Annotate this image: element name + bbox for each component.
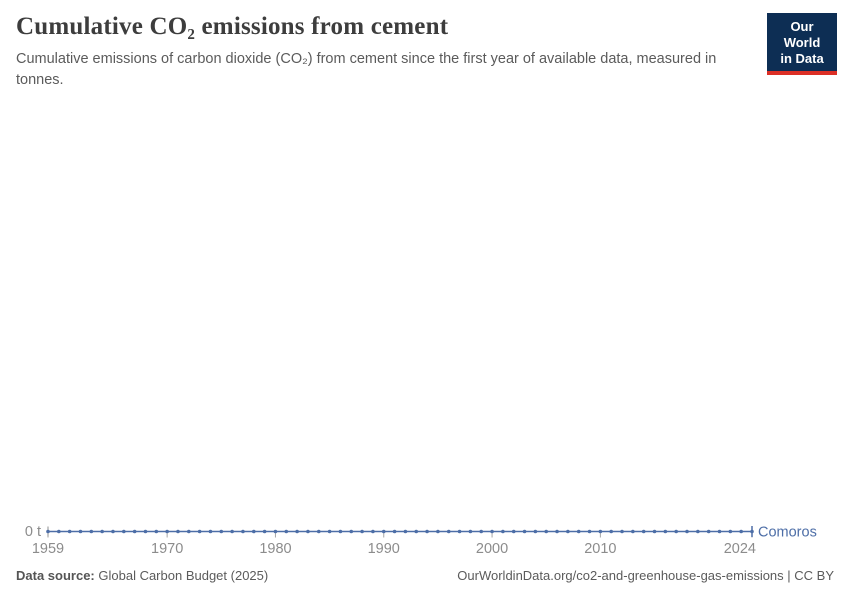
data-point[interactable]	[414, 529, 419, 534]
data-point[interactable]	[631, 529, 635, 534]
owid-logo-line1: Our World	[783, 19, 821, 50]
x-tick-label: 1990	[368, 541, 400, 557]
x-tick-label: 1970	[151, 541, 183, 557]
data-point[interactable]	[251, 529, 256, 534]
data-point[interactable]	[446, 529, 451, 534]
data-point[interactable]	[360, 529, 364, 534]
chart-footer: Data source: Global Carbon Budget (2025)…	[16, 567, 834, 585]
data-point[interactable]	[371, 529, 375, 534]
data-point[interactable]	[197, 529, 202, 534]
data-point[interactable]	[425, 529, 429, 534]
chart-subtitle: Cumulative emissions of carbon dioxide (…	[16, 51, 717, 88]
data-point[interactable]	[566, 529, 570, 534]
data-point[interactable]	[176, 529, 180, 534]
license-note[interactable]: OurWorldinData.org/co2-and-greenhouse-ga…	[457, 568, 834, 583]
data-point[interactable]	[78, 529, 83, 534]
data-point[interactable]	[696, 529, 700, 534]
x-tick-label: 2024	[724, 541, 756, 557]
data-point[interactable]	[511, 529, 516, 534]
data-source: Data source: Global Carbon Budget (2025)	[16, 567, 268, 585]
data-point[interactable]	[501, 529, 505, 534]
x-tick-label: 1980	[259, 541, 291, 557]
data-point[interactable]	[165, 529, 169, 534]
data-point[interactable]	[241, 529, 245, 534]
data-point[interactable]	[490, 529, 494, 534]
data-point[interactable]	[187, 529, 191, 534]
data-point[interactable]	[327, 529, 332, 534]
data-point[interactable]	[555, 529, 559, 534]
data-point[interactable]	[46, 529, 50, 534]
data-point[interactable]	[533, 529, 538, 534]
data-point[interactable]	[89, 529, 94, 534]
data-source-value: Global Carbon Budget (2025)	[98, 568, 269, 583]
data-point[interactable]	[468, 529, 473, 534]
data-point[interactable]	[641, 529, 646, 534]
data-point[interactable]	[67, 529, 72, 534]
data-source-label: Data source:	[16, 568, 95, 583]
data-point[interactable]	[728, 529, 733, 534]
data-point[interactable]	[457, 529, 462, 534]
data-point[interactable]	[674, 529, 678, 534]
data-point[interactable]	[739, 529, 743, 534]
x-tick-label: 2000	[476, 541, 508, 557]
x-tick-label: 2010	[584, 541, 616, 557]
data-point[interactable]	[100, 529, 104, 534]
data-point[interactable]	[598, 529, 603, 534]
data-point[interactable]	[338, 529, 343, 534]
data-point[interactable]	[587, 529, 592, 534]
data-point[interactable]	[609, 529, 613, 534]
owid-logo-line2: in Data	[780, 51, 824, 66]
data-point[interactable]	[306, 529, 310, 534]
data-point[interactable]	[706, 529, 711, 534]
data-point[interactable]	[111, 529, 115, 534]
data-point[interactable]	[262, 529, 267, 534]
data-point[interactable]	[381, 529, 386, 534]
data-point[interactable]	[230, 529, 234, 534]
data-point[interactable]	[522, 529, 527, 534]
data-point[interactable]	[154, 529, 159, 534]
data-point[interactable]	[132, 529, 137, 534]
x-tick-label: 1959	[32, 541, 64, 557]
owid-logo[interactable]: Our World in Data	[767, 13, 837, 75]
data-point[interactable]	[143, 529, 148, 534]
data-point[interactable]	[122, 529, 126, 534]
data-point[interactable]	[316, 529, 321, 534]
data-point[interactable]	[544, 529, 549, 534]
data-point[interactable]	[57, 529, 61, 534]
data-point[interactable]	[284, 529, 289, 534]
y-axis-zero-label: 0 t	[25, 524, 41, 540]
data-point[interactable]	[403, 529, 408, 534]
data-point[interactable]	[392, 529, 397, 534]
data-point[interactable]	[436, 529, 440, 534]
data-point[interactable]	[295, 529, 299, 534]
data-point[interactable]	[576, 529, 581, 534]
data-point[interactable]	[208, 529, 213, 534]
data-point[interactable]	[219, 529, 224, 534]
data-point[interactable]	[685, 529, 689, 534]
series-entity-label[interactable]: Comoros	[758, 525, 817, 541]
data-point[interactable]	[479, 529, 484, 534]
data-point[interactable]	[717, 529, 722, 534]
data-point[interactable]	[349, 529, 354, 534]
page-title: Cumulative CO₂ emissions from cement	[16, 13, 449, 40]
data-point[interactable]	[273, 529, 278, 534]
data-point[interactable]	[652, 529, 657, 534]
chart-header: Cumulative CO₂ emissions from cement Cum…	[16, 12, 740, 91]
data-point[interactable]	[663, 529, 668, 534]
data-point[interactable]	[620, 529, 624, 534]
